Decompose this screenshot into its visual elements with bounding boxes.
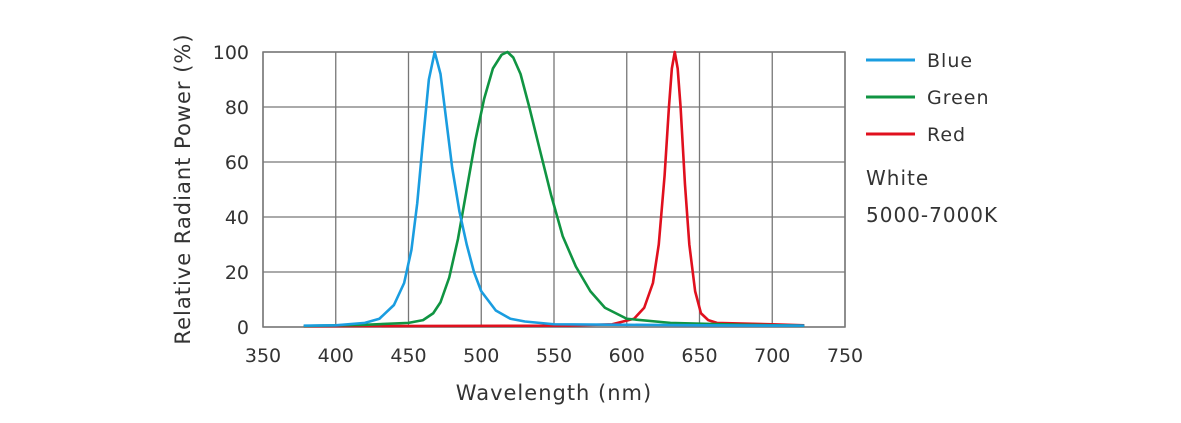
- series-line-green: [303, 50, 805, 328]
- x-tick-label: 450: [390, 345, 426, 367]
- x-tick-label: 600: [609, 345, 645, 367]
- y-tick-label: 60: [225, 152, 249, 174]
- y-tick-label: 40: [225, 207, 249, 229]
- plot-frame: [262, 51, 846, 328]
- x-axis-label: Wavelength (nm): [456, 381, 652, 405]
- annotation-white: White: [866, 166, 929, 190]
- x-tick-label: 650: [681, 345, 717, 367]
- x-tick-label: 550: [536, 345, 572, 367]
- series-line-red: [303, 50, 805, 328]
- y-tick-label: 80: [225, 97, 249, 119]
- legend-label-green: Green: [927, 87, 990, 109]
- y-tick-label: 20: [225, 262, 249, 284]
- x-tick-label: 750: [827, 345, 863, 367]
- x-tick-label: 350: [245, 345, 281, 367]
- x-tick-label: 700: [754, 345, 790, 367]
- x-tick-label: 500: [463, 345, 499, 367]
- legend-label-blue: Blue: [927, 50, 973, 72]
- y-tick-label: 0: [237, 317, 249, 339]
- x-tick-label: 400: [318, 345, 354, 367]
- y-axis-label: Relative Radiant Power (%): [171, 33, 195, 344]
- series-line-blue: [303, 50, 805, 327]
- y-tick-label: 100: [213, 42, 249, 64]
- annotation-white: 5000-7000K: [866, 203, 998, 227]
- legend-label-red: Red: [927, 124, 966, 146]
